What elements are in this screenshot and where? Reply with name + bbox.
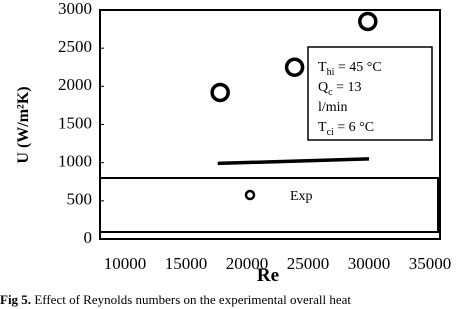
x-axis-label: Re	[257, 265, 279, 286]
x-tick-label: 25000	[287, 254, 330, 273]
annotation-line: Qc = 13	[318, 80, 361, 98]
annotation-sub: hi	[327, 67, 335, 78]
x-tick-label: 10000	[104, 254, 147, 273]
x-tick-label: 15000	[165, 254, 208, 273]
caption: Fig 5. Effect of Reynolds numbers on the…	[0, 292, 351, 307]
legend-marker	[244, 189, 256, 201]
annotation-sub: ci	[327, 127, 334, 138]
annotation-rest: = 13	[333, 80, 362, 95]
annotation-line: Tci = 6 °C	[318, 120, 374, 138]
caption-text: Effect of Reynolds numbers on the experi…	[31, 292, 351, 307]
y-tick-label: 500	[67, 190, 93, 209]
y-tick-label: 1000	[58, 152, 92, 171]
annotation-main: T	[318, 60, 327, 75]
legend-box	[99, 177, 439, 233]
annotation-sub: c	[328, 87, 333, 98]
annotation-rest: = 6 °C	[334, 120, 374, 135]
y-tick-label: 2500	[58, 37, 92, 56]
data-point	[210, 82, 230, 103]
data-point	[358, 11, 378, 32]
annotation-box	[307, 46, 433, 141]
x-tick-label: 35000	[409, 254, 452, 273]
y-tick-label: 1500	[58, 113, 92, 132]
annotation-line: l/min	[318, 100, 348, 115]
annotation-main: T	[318, 120, 327, 135]
annotation-rest: = 45 °C	[334, 60, 381, 75]
annotation-main: Q	[318, 80, 328, 95]
caption-label: Fig 5.	[0, 292, 31, 307]
y-tick-label: 3000	[58, 0, 92, 18]
annotation-main: l/min	[318, 100, 348, 115]
y-tick-label: 0	[84, 228, 93, 247]
annotation-line: Thi = 45 °C	[318, 60, 382, 78]
legend-label: Exp	[290, 189, 313, 204]
x-tick-label: 30000	[348, 254, 391, 273]
y-tick-label: 2000	[58, 75, 92, 94]
data-point	[284, 57, 305, 77]
data-line	[217, 157, 370, 166]
x-tick-label: 20000	[226, 254, 269, 273]
y-axis-label: U (W/m²K)	[15, 86, 32, 163]
